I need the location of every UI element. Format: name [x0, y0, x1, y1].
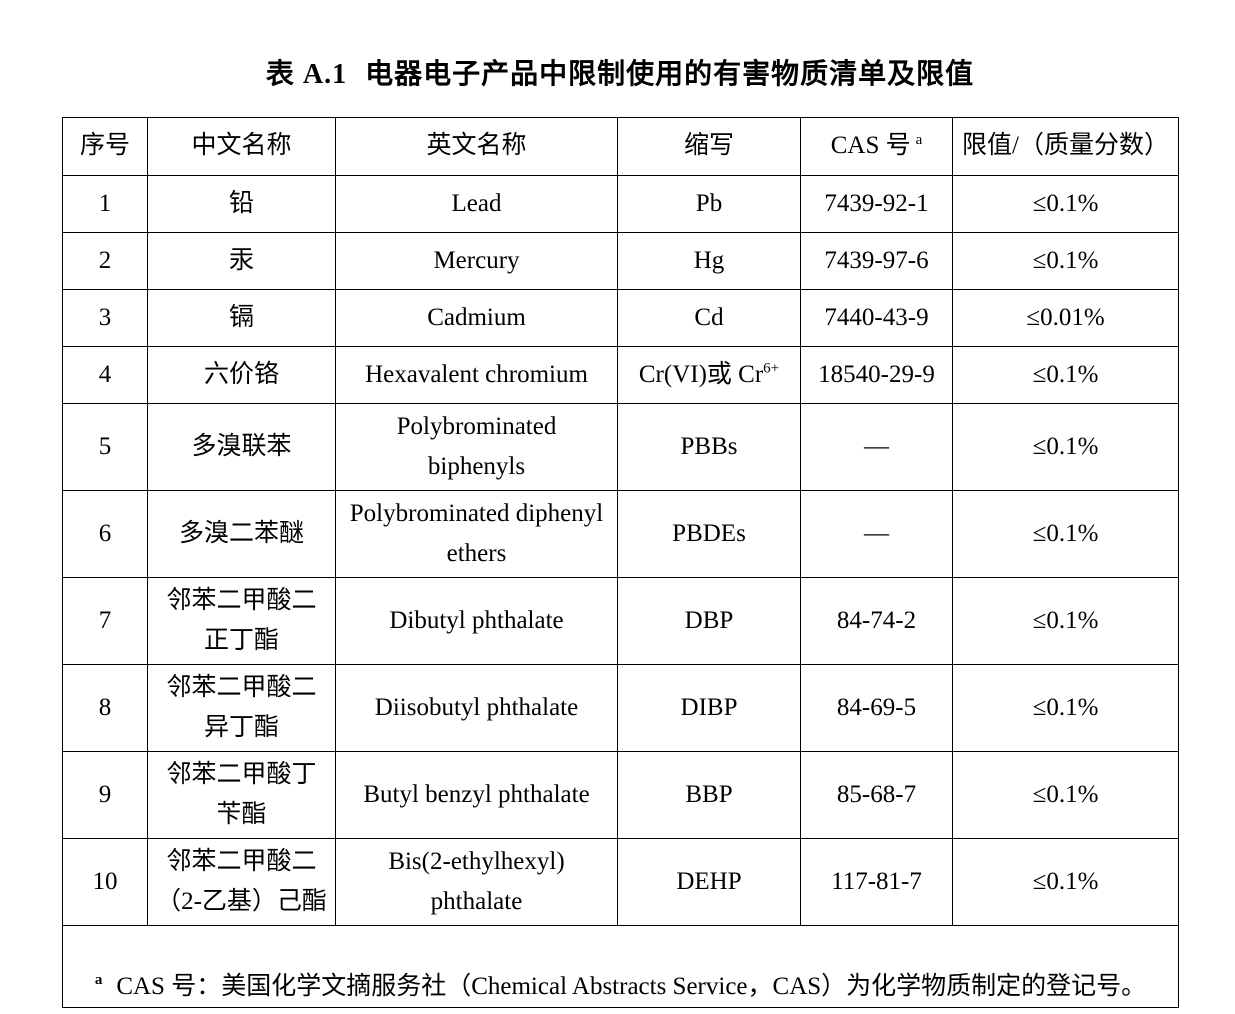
table-row: 7 邻苯二甲酸二 正丁酯 Dibutyl phthalate DBP 84-74…	[62, 577, 1179, 665]
cn-name-cell: 多溴二苯醚	[147, 490, 336, 578]
limit-cell: ≤0.1%	[952, 838, 1179, 926]
cas-cell: —	[800, 403, 953, 491]
cn-name-cell: 邻苯二甲酸丁 苄酯	[147, 751, 336, 839]
en-name-cell: Bis(2-ethylhexyl) phthalate	[335, 838, 618, 926]
cas-header-superscript: a	[915, 131, 923, 148]
table-row: 8 邻苯二甲酸二 异丁酯 Diisobutyl phthalate DIBP 8…	[62, 664, 1179, 752]
en-name-cell: Butyl benzyl phthalate	[335, 751, 618, 839]
footnote-text: CAS 号：美国化学文摘服务社（Chemical Abstracts Servi…	[116, 972, 1147, 1000]
cas-cell: 117-81-7	[800, 838, 953, 926]
col-header-limit: 限值/（质量分数）	[952, 117, 1179, 176]
limit-cell: ≤0.01%	[952, 289, 1179, 347]
abbr-cell: BBP	[617, 751, 801, 839]
cas-cell: 7439-92-1	[800, 175, 953, 233]
cas-cell: 7439-97-6	[800, 232, 953, 290]
en-name-cell: Polybrominated biphenyls	[335, 403, 618, 491]
no-cell: 5	[62, 403, 148, 491]
col-header-cn: 中文名称	[147, 117, 336, 176]
abbr-cell: Pb	[617, 175, 801, 233]
cas-cell: 7440-43-9	[800, 289, 953, 347]
cas-cell: —	[800, 490, 953, 578]
cas-header-label: CAS 号	[830, 132, 911, 160]
abbr-cell: DEHP	[617, 838, 801, 926]
no-cell: 4	[62, 346, 148, 404]
limit-cell: ≤0.1%	[952, 664, 1179, 752]
cas-cell: 85-68-7	[800, 751, 953, 839]
table-row: 2 汞 Mercury Hg 7439-97-6 ≤0.1%	[62, 232, 1179, 290]
cn-name-cell: 铅	[147, 175, 336, 233]
cn-name-cell: 邻苯二甲酸二 （2-乙基）己酯	[147, 838, 336, 926]
abbr-base: Cr(VI)或 Cr	[638, 360, 764, 388]
abbr-superscript: 6+	[763, 360, 780, 377]
abbr-cell: DBP	[617, 577, 801, 665]
no-cell: 3	[62, 289, 148, 347]
cn-name-cell: 邻苯二甲酸二 异丁酯	[147, 664, 336, 752]
cn-name-cell: 邻苯二甲酸二 正丁酯	[147, 577, 336, 665]
cn-name-cell: 六价铬	[147, 346, 336, 404]
no-cell: 2	[62, 232, 148, 290]
limit-cell: ≤0.1%	[952, 175, 1179, 233]
col-header-no: 序号	[62, 117, 148, 176]
limit-cell: ≤0.1%	[952, 403, 1179, 491]
abbr-cell: Cd	[617, 289, 801, 347]
en-name-cell: Polybrominated diphenyl ethers	[335, 490, 618, 578]
abbr-cell: PBBs	[617, 403, 801, 491]
limit-cell: ≤0.1%	[952, 346, 1179, 404]
table-row: 3 镉 Cadmium Cd 7440-43-9 ≤0.01%	[62, 289, 1179, 347]
abbr-cell: Hg	[617, 232, 801, 290]
table-row: 6 多溴二苯醚 Polybrominated diphenyl ethers P…	[62, 490, 1179, 578]
en-name-cell: Hexavalent chromium	[335, 346, 618, 404]
abbr-cell: PBDEs	[617, 490, 801, 578]
footnote-cell: a CAS 号：美国化学文摘服务社（Chemical Abstracts Serv…	[62, 925, 1179, 1008]
en-name-cell: Mercury	[335, 232, 618, 290]
cas-cell: 18540-29-9	[800, 346, 953, 404]
no-cell: 7	[62, 577, 148, 665]
limit-cell: ≤0.1%	[952, 490, 1179, 578]
table-row: 10 邻苯二甲酸二 （2-乙基）己酯 Bis(2-ethylhexyl) pht…	[62, 838, 1179, 926]
table-row: 9 邻苯二甲酸丁 苄酯 Butyl benzyl phthalate BBP 8…	[62, 751, 1179, 839]
table-caption-text: 电器电子产品中限制使用的有害物质清单及限值	[365, 59, 975, 90]
no-cell: 8	[62, 664, 148, 752]
limit-cell: ≤0.1%	[952, 232, 1179, 290]
no-cell: 6	[62, 490, 148, 578]
en-name-cell: Cadmium	[335, 289, 618, 347]
col-header-abbr: 缩写	[617, 117, 801, 176]
cas-cell: 84-74-2	[800, 577, 953, 665]
abbr-cell: Cr(VI)或 Cr6+	[617, 346, 801, 404]
en-name-cell: Lead	[335, 175, 618, 233]
col-header-en: 英文名称	[335, 117, 618, 176]
en-name-cell: Dibutyl phthalate	[335, 577, 618, 665]
table-caption-label: 表 A.1	[265, 59, 348, 90]
cn-name-cell: 汞	[147, 232, 336, 290]
table-row: 5 多溴联苯 Polybrominated biphenyls PBBs — ≤…	[62, 403, 1179, 491]
limit-cell: ≤0.1%	[952, 577, 1179, 665]
footnote-row: a CAS 号：美国化学文摘服务社（Chemical Abstracts Serv…	[62, 925, 1179, 1008]
cn-name-cell: 多溴联苯	[147, 403, 336, 491]
limit-cell: ≤0.1%	[952, 751, 1179, 839]
footnote-marker: a	[94, 972, 103, 989]
no-cell: 10	[62, 838, 148, 926]
en-name-cell: Diisobutyl phthalate	[335, 664, 618, 752]
table-row: 1 铅 Lead Pb 7439-92-1 ≤0.1%	[62, 175, 1179, 233]
abbr-cell: DIBP	[617, 664, 801, 752]
no-cell: 9	[62, 751, 148, 839]
cn-name-cell: 镉	[147, 289, 336, 347]
table-row: 4 六价铬 Hexavalent chromium Cr(VI)或 Cr6+ 1…	[62, 346, 1179, 404]
no-cell: 1	[62, 175, 148, 233]
table-caption: 表 A.1 电器电子产品中限制使用的有害物质清单及限值	[62, 0, 1178, 92]
cas-cell: 84-69-5	[800, 664, 953, 752]
